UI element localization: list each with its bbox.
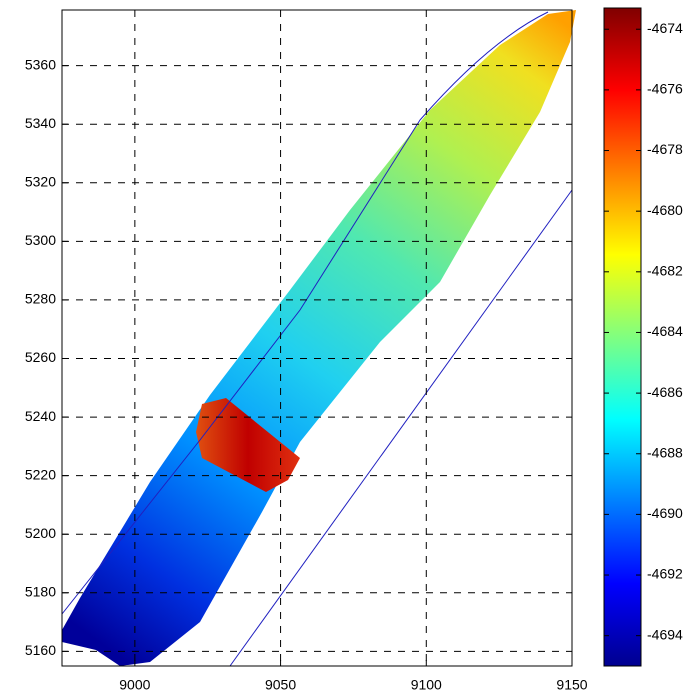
swath [62,10,576,666]
colorbar-tick-label: -4694 [647,626,683,642]
colorbar-tick-label: -4674 [647,20,683,36]
colorbar-tick-label: -4686 [647,384,683,400]
x-tick-label: 9150 [556,677,587,693]
y-tick-label: 5280 [25,291,56,307]
x-tick-label: 9000 [119,677,150,693]
x-tick-label: 9050 [265,677,296,693]
y-tick-label: 5220 [25,466,56,482]
y-tick-label: 5300 [25,232,56,248]
plot-frame [61,9,573,667]
x-tick-label: 9100 [411,677,442,693]
colorbar-tick-label: -4690 [647,505,683,521]
colorbar-tick-label: -4676 [647,81,683,97]
colorbar [603,7,642,667]
y-tick-label: 5260 [25,349,56,365]
y-tick-label: 5240 [25,408,56,424]
y-tick-label: 5200 [25,525,56,541]
colorbar-tick-label: -4692 [647,566,683,582]
y-tick-label: 5320 [25,173,56,189]
y-tick-label: 5180 [25,583,56,599]
colorbar-tick-label: -4682 [647,263,683,279]
colorbar-tick-label: -4678 [647,141,683,157]
y-tick-label: 5360 [25,56,56,72]
colorbar-tick-label: -4680 [647,202,683,218]
y-tick-label: 5160 [25,642,56,658]
colorbar-tick-label: -4688 [647,444,683,460]
y-tick-label: 5340 [25,115,56,131]
colorbar-tick-label: -4684 [647,323,683,339]
